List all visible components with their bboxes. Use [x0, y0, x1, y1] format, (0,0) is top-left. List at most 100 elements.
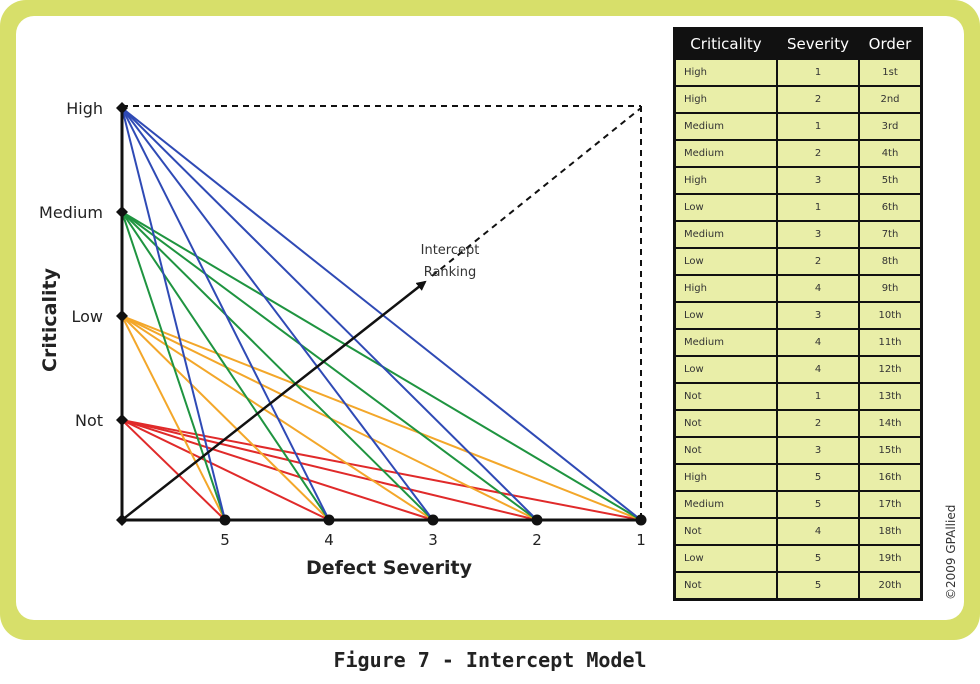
table-row: Not 3 15th [675, 437, 921, 464]
y-axis-title: Criticality [39, 267, 61, 372]
cell-order: 11th [859, 329, 921, 356]
cell-severity: 3 [777, 302, 859, 329]
cell-criticality: High [675, 86, 777, 113]
cell-criticality: High [675, 167, 777, 194]
cell-criticality: Low [675, 194, 777, 221]
cell-order: 18th [859, 518, 921, 545]
table-row: High 4 9th [675, 275, 921, 302]
cell-order: 5th [859, 167, 921, 194]
intercept-line-high-sev-4 [121, 107, 330, 521]
intercept-line-low-sev-4 [121, 315, 330, 521]
cell-criticality: Medium [675, 113, 777, 140]
x-axis-title: Defect Severity [306, 557, 473, 579]
cell-order: 1st [859, 59, 921, 86]
copyright-text: ©2009 GPAllied [944, 504, 958, 600]
cell-criticality: Not [675, 518, 777, 545]
cell-severity: 5 [777, 491, 859, 518]
table-row: High 3 5th [675, 167, 921, 194]
intercept-line-not-sev-2 [121, 419, 538, 521]
cell-severity: 1 [777, 59, 859, 86]
table-row: Medium 1 3rd [675, 113, 921, 140]
cell-order: 16th [859, 464, 921, 491]
severity-label-5: 5 [220, 531, 230, 549]
table-row: Low 3 10th [675, 302, 921, 329]
cell-order: 4th [859, 140, 921, 167]
intercept-arrow [121, 280, 427, 521]
intercept-line-medium-sev-3 [121, 211, 434, 521]
table-row: Low 4 12th [675, 356, 921, 383]
cell-criticality: Not [675, 410, 777, 437]
cell-order: 7th [859, 221, 921, 248]
criticality-order-table: Criticality Severity Order High 1 1st High 2… [673, 27, 923, 601]
criticality-label-low: Low [71, 307, 103, 326]
cell-criticality: Medium [675, 329, 777, 356]
table-row: Not 2 14th [675, 410, 921, 437]
cell-severity: 3 [777, 167, 859, 194]
criticality-label-high: High [66, 99, 103, 118]
figure-caption: Figure 7 - Intercept Model [333, 648, 647, 672]
cell-criticality: High [675, 59, 777, 86]
cell-criticality: Not [675, 383, 777, 410]
table-header-row: Criticality Severity Order [675, 29, 921, 59]
intercept-line-low-sev-5 [121, 315, 226, 521]
table-row: Medium 4 11th [675, 329, 921, 356]
cell-severity: 5 [777, 572, 859, 599]
axes [116, 102, 647, 526]
intercept-line-medium-sev-2 [121, 211, 538, 521]
severity-label-3: 3 [428, 531, 438, 549]
cell-severity: 5 [777, 464, 859, 491]
cell-criticality: Medium [675, 491, 777, 518]
cell-criticality: High [675, 464, 777, 491]
header-order: Order [859, 29, 921, 59]
table-row: Medium 2 4th [675, 140, 921, 167]
cell-criticality: Low [675, 302, 777, 329]
table-row: Low 2 8th [675, 248, 921, 275]
table-row: Low 5 19th [675, 545, 921, 572]
table-row: Not 1 13th [675, 383, 921, 410]
cell-order: 6th [859, 194, 921, 221]
criticality-label-medium: Medium [39, 203, 103, 222]
cell-severity: 3 [777, 221, 859, 248]
cell-order: 8th [859, 248, 921, 275]
origin-marker [116, 514, 128, 526]
cell-severity: 1 [777, 383, 859, 410]
severity-marker-2 [531, 514, 543, 526]
axis-labels: High Medium Low Not 5 4 3 2 1 Defect Sev… [39, 99, 646, 579]
cell-severity: 2 [777, 140, 859, 167]
severity-marker-5 [219, 514, 231, 526]
criticality-marker-low [116, 310, 128, 322]
table-row: Low 1 6th [675, 194, 921, 221]
intercept-line-medium-sev-5 [121, 211, 226, 521]
cell-order: 14th [859, 410, 921, 437]
severity-marker-4 [323, 514, 335, 526]
cell-criticality: Not [675, 437, 777, 464]
table-row: Medium 5 17th [675, 491, 921, 518]
cell-criticality: Low [675, 545, 777, 572]
severity-marker-3 [427, 514, 439, 526]
arrow-label-line1: Intercept [421, 243, 480, 258]
intercept-diagram: High Medium Low Not 5 4 3 2 1 Defect Sev… [39, 99, 647, 579]
severity-label-4: 4 [324, 531, 334, 549]
criticality-label-not: Not [75, 411, 103, 430]
intercept-line-high-sev-1 [121, 107, 642, 521]
cell-criticality: High [675, 275, 777, 302]
cell-order: 20th [859, 572, 921, 599]
intercept-arrow-dashed [431, 107, 642, 277]
criticality-marker-medium [116, 206, 128, 218]
severity-label-2: 2 [532, 531, 542, 549]
cell-severity: 4 [777, 275, 859, 302]
table-row: High 1 1st [675, 59, 921, 86]
severity-marker-1 [635, 514, 647, 526]
criticality-marker-high [116, 102, 128, 114]
arrow-label-line2: Ranking [424, 265, 477, 280]
cell-criticality: Medium [675, 140, 777, 167]
criticality-marker-not [116, 414, 128, 426]
table-row: High 5 16th [675, 464, 921, 491]
intercept-line-high-sev-5 [121, 107, 226, 521]
cell-criticality: Low [675, 248, 777, 275]
intercept-line-medium-sev-4 [121, 211, 330, 521]
cell-severity: 4 [777, 356, 859, 383]
table-row: Not 4 18th [675, 518, 921, 545]
cell-order: 15th [859, 437, 921, 464]
cell-order: 13th [859, 383, 921, 410]
